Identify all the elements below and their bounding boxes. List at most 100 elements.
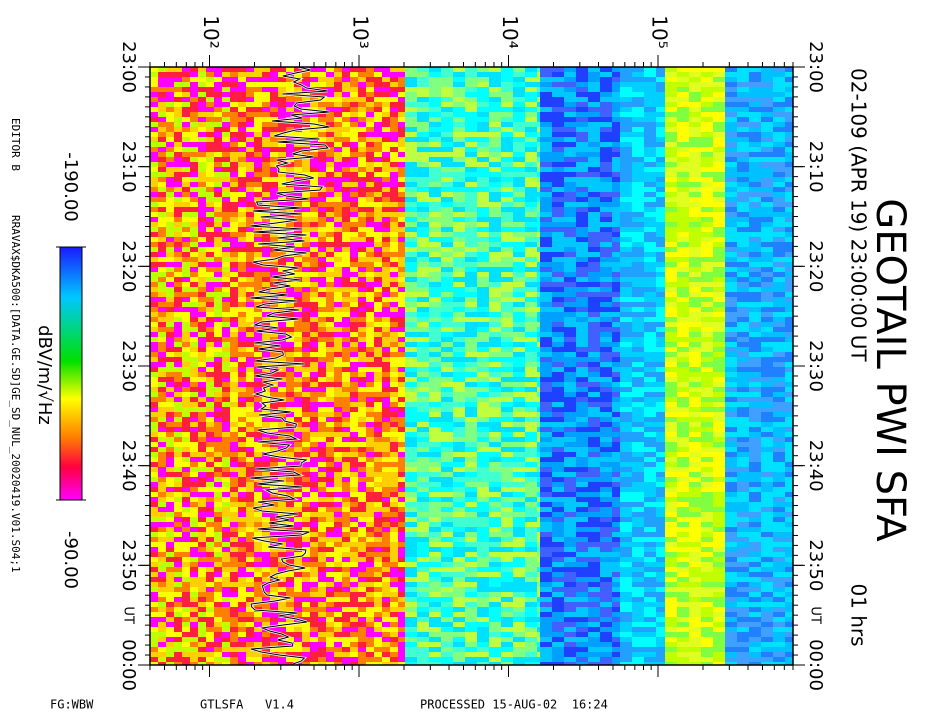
spectrogram-cell — [701, 112, 713, 117]
spectrogram-cell — [254, 267, 262, 272]
spectrogram-cell — [150, 87, 158, 92]
spectrogram-cell — [326, 187, 334, 192]
spectrogram-cell — [477, 177, 489, 182]
spectrogram-cell — [405, 412, 417, 417]
spectrogram-cell — [489, 307, 501, 312]
spectrogram-cell — [310, 412, 318, 417]
spectrogram-cell — [294, 432, 302, 437]
spectrogram-cell — [182, 197, 190, 202]
spectrogram-cell — [749, 362, 761, 367]
spectrogram-cell — [174, 217, 182, 222]
spectrogram-cell — [725, 82, 737, 87]
spectrogram-cell — [246, 227, 254, 232]
spectrogram-cell — [513, 182, 525, 187]
spectrogram-cell — [270, 152, 278, 157]
spectrogram-cell — [182, 217, 190, 222]
spectrogram-cell — [342, 362, 350, 367]
spectrogram-cell — [644, 232, 656, 237]
spectrogram-cell — [588, 407, 600, 412]
spectrogram-cell — [214, 297, 222, 302]
spectrogram-cell — [398, 137, 406, 142]
spectrogram-cell — [773, 142, 785, 147]
spectrogram-cell — [785, 297, 793, 302]
spectrogram-cell — [713, 97, 725, 102]
spectrogram-cell — [310, 342, 318, 347]
spectrogram-cell — [656, 292, 668, 297]
spectrogram-cell — [150, 352, 158, 357]
spectrogram-cell — [238, 232, 246, 237]
spectrogram-cell — [190, 177, 198, 182]
spectrogram-cell — [612, 127, 624, 132]
spectrogram-cell — [230, 332, 238, 337]
spectrogram-cell — [302, 212, 310, 217]
spectrogram-cell — [620, 252, 632, 257]
spectrogram-cell — [382, 82, 390, 87]
spectrogram-cell — [374, 337, 382, 342]
spectrogram-cell — [632, 277, 644, 282]
spectrogram-cell — [366, 222, 374, 227]
spectrogram-cell — [525, 297, 537, 302]
spectrogram-cell — [632, 437, 644, 442]
spectrogram-cell — [174, 282, 182, 287]
spectrogram-cell — [620, 192, 632, 197]
spectrogram-cell — [150, 192, 158, 197]
spectrogram-cell — [632, 287, 644, 292]
spectrogram-cell — [564, 437, 576, 442]
spectrogram-cell — [785, 207, 793, 212]
spectrogram-cell — [342, 317, 350, 322]
spectrogram-cell — [513, 357, 525, 362]
spectrogram-cell — [158, 77, 166, 82]
spectrogram-cell — [677, 162, 689, 167]
spectrogram-cell — [222, 292, 230, 297]
spectrogram-cell — [656, 382, 668, 387]
spectrogram-cell — [405, 347, 417, 352]
spectrogram-cell — [540, 227, 552, 232]
spectrogram-cell — [540, 112, 552, 117]
spectrogram-cell — [620, 102, 632, 107]
spectrogram-cell — [206, 442, 214, 447]
spectrogram-cell — [656, 112, 668, 117]
spectrogram-cell — [600, 377, 612, 382]
spectrogram-cell — [677, 377, 689, 382]
spectrogram-cell — [525, 402, 537, 407]
spectrogram-cell — [513, 202, 525, 207]
spectrogram-cell — [785, 377, 793, 382]
spectrogram-cell — [158, 387, 166, 392]
spectrogram-cell — [366, 392, 374, 397]
spectrogram-cell — [190, 372, 198, 377]
spectrogram-cell — [158, 72, 166, 77]
spectrogram-cell — [713, 247, 725, 252]
spectrogram-cell — [246, 167, 254, 172]
spectrogram-cell — [214, 72, 222, 77]
spectrogram-cell — [417, 352, 429, 357]
spectrogram-cell — [600, 257, 612, 262]
spectrogram-cell — [310, 312, 318, 317]
spectrogram-cell — [318, 272, 326, 277]
spectrogram-cell — [632, 417, 644, 422]
spectrogram-cell — [773, 222, 785, 227]
spectrogram-cell — [737, 177, 749, 182]
spectrogram-cell — [390, 172, 398, 177]
spectrogram-cell — [158, 382, 166, 387]
spectrogram-cell — [632, 332, 644, 337]
spectrogram-cell — [501, 417, 513, 422]
spectrogram-cell — [513, 77, 525, 82]
spectrogram-cell — [182, 392, 190, 397]
spectrogram-cell — [749, 72, 761, 77]
spectrogram-cell — [600, 312, 612, 317]
spectrogram-cell — [749, 437, 761, 442]
spectrogram-cell — [302, 167, 310, 172]
spectrogram-cell — [656, 312, 668, 317]
spectrogram-cell — [489, 212, 501, 217]
spectrogram-cell — [294, 387, 302, 392]
spectrogram-cell — [206, 267, 214, 272]
spectrogram-cell — [382, 322, 390, 327]
spectrogram-cell — [222, 107, 230, 112]
spectrogram-cell — [150, 372, 158, 377]
spectrogram-cell — [214, 437, 222, 442]
spectrogram-cell — [761, 382, 773, 387]
spectrogram-cell — [158, 197, 166, 202]
spectrogram-cell — [525, 222, 537, 227]
spectrogram-cell — [689, 312, 701, 317]
spectrogram-cell — [453, 327, 465, 332]
